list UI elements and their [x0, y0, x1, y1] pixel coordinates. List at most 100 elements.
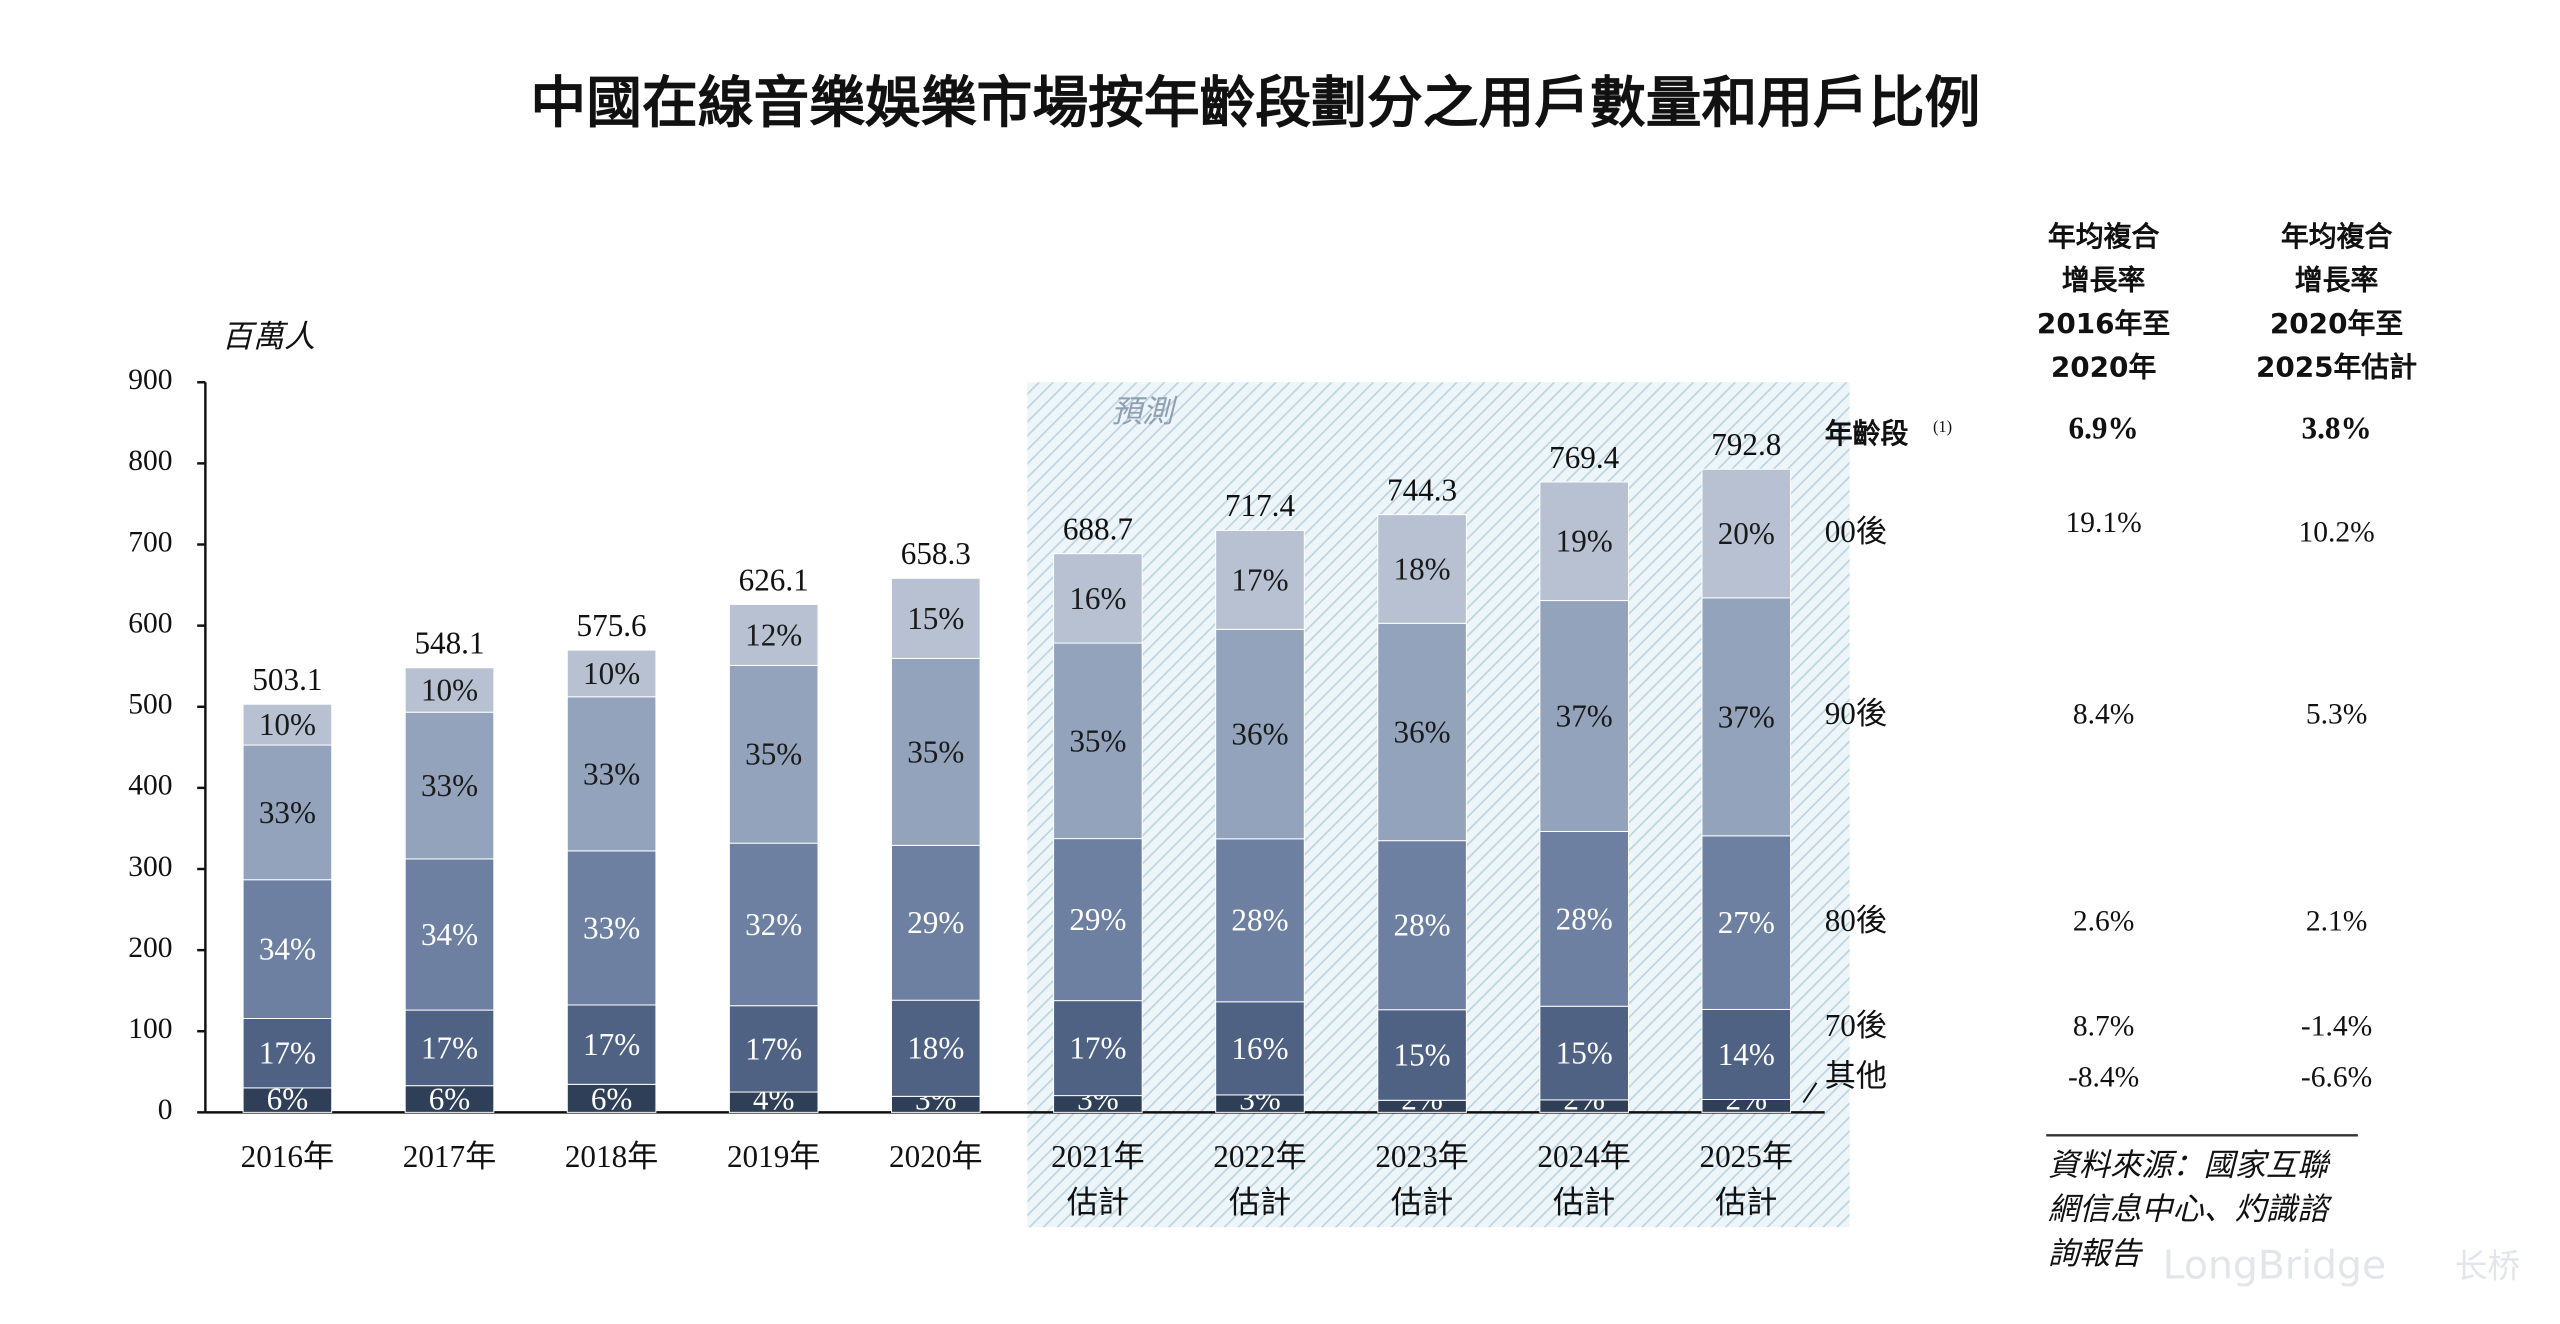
bar-segment	[1539, 481, 1629, 602]
cagr-value: 8.7%	[2073, 1010, 2134, 1042]
bar-segment	[566, 649, 657, 698]
y-tick-label: 900	[128, 364, 172, 396]
segment-label: 10%	[259, 707, 316, 742]
bar-segment	[1215, 529, 1305, 630]
total-label: 769.4	[1549, 440, 1620, 475]
segment-label: 36%	[1394, 714, 1451, 749]
y-tick-label: 600	[128, 607, 172, 639]
bar-segment	[242, 703, 333, 746]
y-tick-label: 400	[128, 770, 172, 802]
cagr-header: 增長率	[2295, 263, 2379, 296]
bar-segment	[891, 657, 981, 846]
cagr-value: -8.4%	[2068, 1061, 2139, 1093]
segment-label: 33%	[583, 756, 640, 791]
segment-label: 15%	[907, 601, 964, 636]
total-label: 575.6	[577, 608, 647, 643]
bar-segment	[1053, 1000, 1143, 1097]
bar-segment	[1377, 840, 1467, 1011]
bar-segment	[1053, 838, 1143, 1002]
segment-label: 15%	[1556, 1036, 1613, 1071]
cagr-header: 2020年	[2051, 350, 2157, 383]
bar-segment	[566, 1004, 657, 1085]
segment-label: 32%	[745, 907, 802, 942]
segment-label: 17%	[745, 1031, 802, 1066]
bar-segment	[1701, 597, 1792, 837]
bar-segment	[1539, 1005, 1629, 1101]
total-label: 744.3	[1387, 472, 1457, 507]
segment-label: 34%	[259, 932, 316, 967]
segment-label: 10%	[583, 656, 640, 691]
segment-label: 35%	[745, 737, 802, 772]
legend-label: 80後	[1825, 903, 1887, 938]
bar-segment	[1215, 628, 1305, 840]
x-tick-note: 估計	[1715, 1185, 1777, 1220]
x-tick-label: 2023年	[1375, 1139, 1468, 1174]
x-tick-label: 2017年	[403, 1139, 496, 1174]
segment-label: 17%	[1069, 1031, 1126, 1066]
x-tick-label: 2019年	[727, 1139, 820, 1174]
bar-segment	[242, 744, 333, 881]
segment-label: 28%	[1556, 901, 1613, 936]
x-tick-note: 估計	[1067, 1185, 1129, 1220]
cagr-header: 2016年至	[2037, 307, 2170, 340]
y-tick-label: 700	[128, 526, 172, 558]
segment-label: 17%	[421, 1030, 478, 1065]
other-pointer	[1802, 1082, 1818, 1104]
bar-segment	[1701, 1008, 1792, 1100]
cagr-total: 3.8%	[2302, 411, 2372, 446]
bar-segment	[1053, 553, 1143, 644]
total-label: 626.1	[739, 562, 809, 597]
legend-label: 00後	[1825, 514, 1887, 549]
segment-label: 33%	[583, 910, 640, 945]
segment-label: 35%	[1069, 723, 1126, 758]
cagr-value: 2.1%	[2306, 905, 2367, 937]
bar-segment	[566, 850, 657, 1006]
bar-segment	[891, 999, 981, 1097]
bar-segment	[728, 603, 819, 666]
segment-label: 16%	[1231, 1031, 1288, 1066]
total-label: 503.1	[252, 662, 322, 697]
cagr-total-note: (1)	[1933, 417, 1952, 436]
y-tick-label: 200	[128, 932, 172, 964]
segment-label: 33%	[421, 768, 478, 803]
x-tick-label: 2022年	[1213, 1139, 1306, 1174]
forecast-label: 預測	[1111, 394, 1178, 429]
segment-label: 10%	[421, 672, 478, 707]
cagr-value: 10.2%	[2298, 517, 2374, 549]
bar-segment	[1377, 514, 1467, 624]
segment-label: 17%	[1231, 562, 1288, 597]
source-line: 資料來源：國家互聯	[2048, 1147, 2331, 1182]
x-tick-label: 2016年	[241, 1139, 334, 1174]
segment-label: 17%	[583, 1027, 640, 1062]
x-tick-label: 2018年	[565, 1139, 658, 1174]
source-line: 網信息中心、灼識諮	[2048, 1192, 2333, 1227]
bar-segment	[1701, 835, 1792, 1010]
cagr-value: -6.6%	[2301, 1061, 2372, 1093]
x-tick-note: 估計	[1391, 1185, 1453, 1220]
legend-label: 70後	[1825, 1008, 1887, 1043]
cagr-value: 2.6%	[2073, 905, 2134, 937]
cagr-value: 19.1%	[2065, 507, 2141, 539]
y-tick-label: 800	[128, 445, 172, 477]
segment-label: 28%	[1231, 903, 1288, 938]
segment-label: 33%	[259, 795, 316, 830]
y-tick-label: 300	[128, 851, 172, 883]
cagr-total: 6.9%	[2069, 411, 2139, 446]
segment-label: 37%	[1556, 698, 1613, 733]
segment-label: 27%	[1718, 905, 1775, 940]
bar-segment	[1377, 1009, 1467, 1101]
segment-label: 6%	[591, 1082, 633, 1117]
bar-segment	[891, 577, 981, 659]
segment-label: 28%	[1394, 908, 1451, 943]
cagr-total-label: 年齡段	[1825, 417, 1909, 450]
legend-label: 90後	[1825, 696, 1887, 731]
bar-segment	[242, 879, 333, 1019]
segment-label: 16%	[1069, 581, 1126, 616]
segment-label: 18%	[1394, 551, 1451, 586]
cagr-header: 2020年至	[2270, 307, 2403, 340]
cagr-header: 增長率	[2062, 263, 2146, 296]
chart-title: 中國在線音樂娛樂市場按年齡段劃分之用戶數量和用戶比例	[530, 71, 1980, 136]
bar-segment	[1539, 600, 1629, 832]
